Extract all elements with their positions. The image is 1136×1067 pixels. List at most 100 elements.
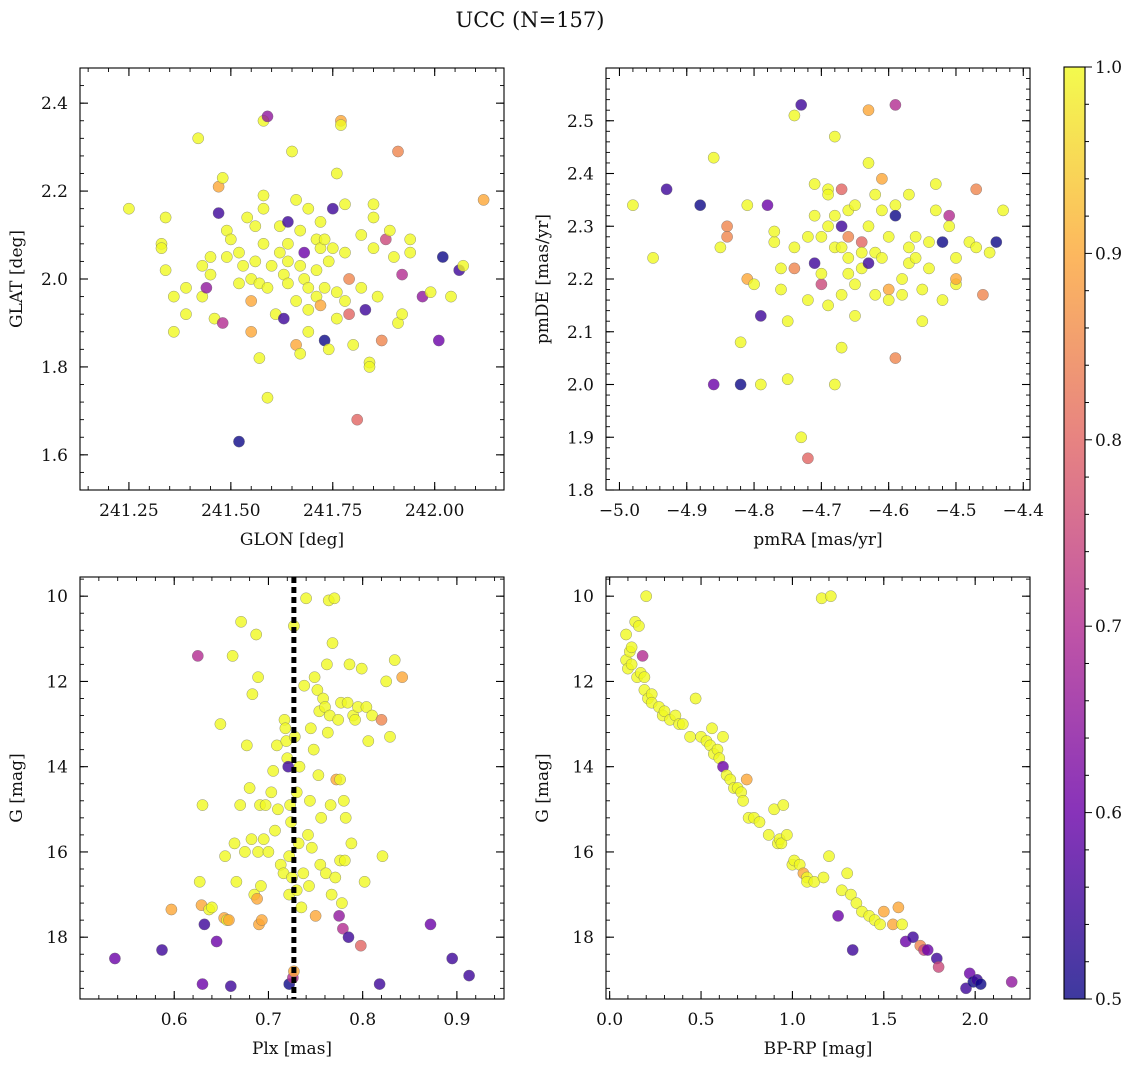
data-point	[842, 230, 855, 243]
data-point	[850, 897, 863, 909]
data-point	[903, 241, 915, 254]
data-point	[376, 850, 389, 863]
data-point	[388, 654, 401, 666]
scatter-points	[627, 99, 1009, 465]
data-point	[216, 172, 229, 184]
data-point	[109, 952, 121, 965]
data-point	[196, 259, 209, 272]
data-point	[990, 236, 1003, 248]
x-tick-label: −4.4	[1003, 501, 1044, 521]
data-point	[165, 903, 178, 916]
data-point	[876, 204, 888, 217]
data-point	[676, 718, 689, 730]
data-point	[326, 637, 339, 649]
data-point	[347, 339, 360, 351]
y-tick-label: 10	[46, 587, 68, 607]
data-point	[234, 799, 247, 811]
data-point	[846, 944, 859, 956]
x-tick-label: 241.25	[99, 501, 158, 521]
data-point	[717, 730, 729, 743]
data-point	[210, 935, 223, 948]
data-point	[788, 241, 801, 254]
colorbar: 0.5 0.6 0.7 0.8 0.9 1.0	[1063, 58, 1122, 1010]
data-point	[936, 236, 949, 248]
data-point	[342, 931, 355, 944]
data-point	[734, 336, 747, 349]
data-point	[842, 267, 855, 280]
data-point	[324, 799, 337, 811]
data-point	[345, 837, 358, 850]
data-point	[245, 295, 258, 307]
data-point	[358, 875, 371, 888]
x-tick-label: 241.75	[303, 501, 362, 521]
data-point	[841, 867, 854, 880]
data-point	[253, 352, 266, 364]
data-point	[477, 194, 490, 206]
data-point	[354, 939, 367, 952]
y-tick-label: 14	[572, 758, 594, 778]
data-point	[822, 188, 834, 201]
data-point	[876, 172, 888, 185]
data-point	[855, 246, 868, 259]
data-point	[907, 931, 919, 944]
x-tick-label: −4.7	[801, 501, 842, 521]
data-point	[277, 312, 290, 325]
data-point	[339, 198, 351, 211]
data-point	[304, 722, 317, 735]
data-point	[192, 132, 205, 145]
data-point	[660, 183, 673, 196]
data-point	[257, 237, 270, 250]
data-point	[882, 294, 895, 306]
data-point	[869, 288, 882, 301]
data-point	[240, 739, 253, 752]
figure-title: UCC (N=157)	[456, 8, 605, 32]
data-point	[822, 220, 834, 233]
data-point	[823, 850, 835, 863]
data-point	[849, 310, 861, 322]
data-point	[909, 230, 922, 243]
data-point	[950, 273, 962, 285]
data-point	[355, 281, 368, 294]
data-point	[432, 334, 445, 347]
data-point	[330, 312, 343, 325]
data-point	[633, 620, 645, 632]
data-point	[707, 378, 720, 391]
data-point	[788, 109, 801, 122]
data-point	[424, 286, 437, 299]
data-point	[206, 901, 218, 914]
y-tick-label: 10	[572, 587, 594, 607]
data-point	[849, 199, 861, 212]
data-point	[290, 194, 302, 206]
data-point	[463, 969, 475, 982]
data-point	[647, 252, 659, 264]
y-tick-label: 2.3	[567, 217, 594, 237]
data-point	[777, 799, 790, 811]
data-point	[658, 705, 671, 718]
data-point	[230, 875, 243, 888]
data-point	[332, 713, 345, 726]
data-point	[795, 431, 808, 444]
x-tick-label: 241.50	[201, 501, 260, 521]
data-point	[330, 167, 343, 180]
axes-frame	[605, 576, 1031, 1000]
y-tick-label: 2.1	[567, 323, 594, 343]
data-point	[802, 230, 814, 243]
data-point	[889, 209, 902, 222]
data-point	[224, 233, 237, 246]
data-point	[321, 726, 334, 739]
data-point	[219, 850, 231, 863]
data-point	[200, 281, 213, 294]
data-point	[375, 334, 388, 347]
data-point	[808, 178, 821, 190]
data-point	[326, 202, 339, 215]
data-point	[788, 262, 801, 275]
data-point	[191, 650, 204, 662]
data-point	[298, 679, 311, 692]
data-point	[842, 252, 855, 264]
data-point	[336, 897, 348, 909]
data-point	[262, 846, 275, 858]
panel-glon-glat: 241.25 241.50 241.75 242.00 1.6 1.8 2.0 2.2 2.4 G…	[7, 67, 505, 550]
x-axis-label: BP-RP [mag]	[764, 1039, 873, 1059]
data-point	[298, 246, 311, 259]
colorbar-tick-label: 0.5	[1095, 990, 1122, 1010]
